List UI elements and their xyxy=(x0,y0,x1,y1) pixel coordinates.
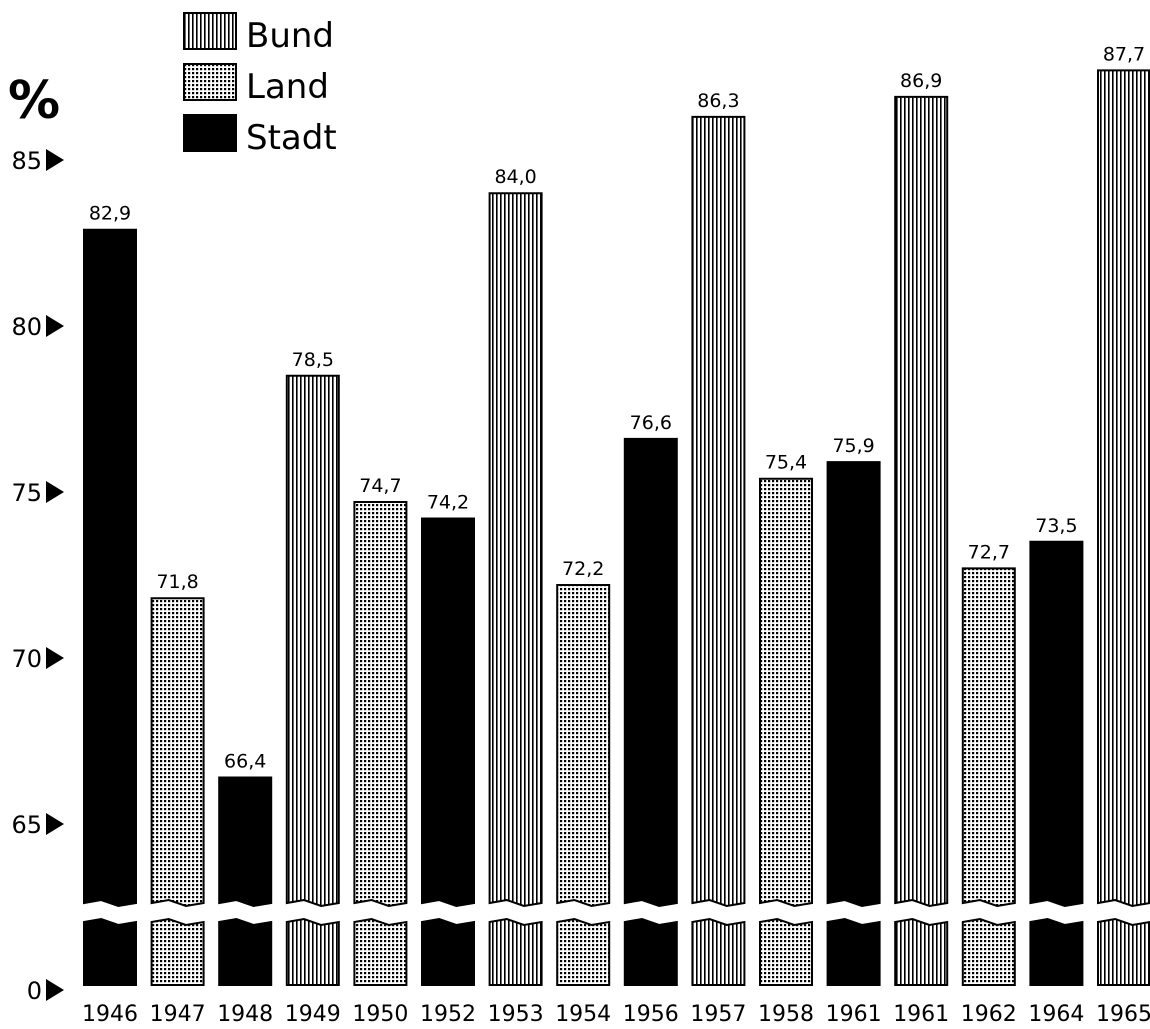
y-axis: 0 65 70 75 80 85 xyxy=(11,147,64,1005)
bar-series: 82,9 1946 71,8 1947 66,4 1948 78,5 1949 74,7 1950… xyxy=(82,43,1150,1027)
y-tick-label: 75 xyxy=(11,479,42,507)
bar-value-label: 82,9 xyxy=(89,203,131,225)
legend-label-bund: Bund xyxy=(246,16,334,56)
bar-stub-land-1958 xyxy=(759,917,813,986)
bar-value-label: 71,8 xyxy=(156,571,198,593)
bar-bund-1965 xyxy=(1097,69,1150,908)
x-tick-label: 1964 xyxy=(1028,1002,1084,1027)
y-tick-label: 85 xyxy=(11,147,42,175)
bar-land-1954 xyxy=(556,583,611,908)
legend-swatch-land xyxy=(183,63,237,101)
x-tick-label: 1961 xyxy=(826,1002,882,1027)
bar-stub-stadt-1948 xyxy=(218,917,273,986)
x-tick-label: 1965 xyxy=(1096,1002,1150,1027)
bar-value-label: 76,6 xyxy=(630,412,672,434)
x-tick-label: 1956 xyxy=(623,1002,679,1027)
bar-bund-1957 xyxy=(691,115,746,908)
y-tick-arrow-icon xyxy=(46,647,64,669)
bar-stub-bund-1949 xyxy=(285,917,340,986)
bar-stadt-1964 xyxy=(1029,540,1084,908)
bar-land-1962 xyxy=(961,567,1016,908)
bar-value-label: 72,2 xyxy=(562,558,604,580)
bar-bund-1949 xyxy=(285,374,340,908)
bar-stadt-1946 xyxy=(83,228,137,908)
x-tick-label: 1958 xyxy=(758,1002,814,1027)
bar-value-label: 75,9 xyxy=(832,435,874,457)
bar-value-label: 86,9 xyxy=(900,70,942,92)
bar-value-label: 72,7 xyxy=(968,541,1010,563)
x-tick-label: 1950 xyxy=(352,1002,408,1027)
y-unit-label: % xyxy=(8,71,60,131)
x-tick-label: 1949 xyxy=(285,1002,341,1027)
bar-stadt-1961 xyxy=(826,461,881,908)
x-tick-label: 1952 xyxy=(420,1002,476,1027)
y-tick-arrow-icon xyxy=(46,481,64,503)
bar-stub-bund-1965 xyxy=(1097,917,1150,986)
bar-land-1947 xyxy=(150,597,205,908)
x-tick-label: 1957 xyxy=(690,1002,746,1027)
bar-land-1950 xyxy=(353,500,408,908)
bar-value-label: 87,7 xyxy=(1103,43,1145,65)
x-tick-label: 1954 xyxy=(555,1002,611,1027)
x-tick-label: 1946 xyxy=(82,1002,138,1027)
y-tick-label: 0 xyxy=(27,977,42,1005)
bar-value-label: 74,7 xyxy=(359,475,401,497)
x-tick-label: 1961 xyxy=(893,1002,949,1027)
legend-swatch-stadt xyxy=(183,114,237,152)
bar-value-label: 75,4 xyxy=(765,452,807,474)
y-tick-arrow-icon xyxy=(46,149,64,171)
bar-stub-stadt-1956 xyxy=(623,917,678,986)
y-tick-label: 80 xyxy=(11,313,42,341)
x-tick-label: 1962 xyxy=(961,1002,1017,1027)
bar-stub-stadt-1964 xyxy=(1029,917,1084,986)
y-tick-arrow-icon xyxy=(46,315,64,337)
bar-bund-1953 xyxy=(488,192,543,908)
bar-stub-bund-1953 xyxy=(488,917,543,986)
bar-value-label: 84,0 xyxy=(494,166,536,188)
bar-stub-stadt-1946 xyxy=(83,917,137,986)
bar-stub-land-1962 xyxy=(961,917,1016,986)
y-tick-label: 65 xyxy=(11,811,42,839)
bar-stub-bund-1961 xyxy=(894,917,949,986)
bar-stub-land-1947 xyxy=(150,917,205,986)
y-tick-label: 70 xyxy=(11,645,42,673)
bar-stub-bund-1957 xyxy=(691,917,746,986)
legend-label-stadt: Stadt xyxy=(246,118,337,158)
bar-value-label: 86,3 xyxy=(697,90,739,112)
legend: Bund Land Stadt xyxy=(183,12,337,158)
bar-stadt-1948 xyxy=(218,776,273,908)
y-tick-arrow-icon xyxy=(46,813,64,835)
bar-land-1958 xyxy=(759,477,813,908)
bar-stub-land-1950 xyxy=(353,917,408,986)
bar-stub-stadt-1961 xyxy=(826,917,881,986)
bar-stub-stadt-1952 xyxy=(421,917,475,986)
bar-stadt-1956 xyxy=(623,437,678,908)
y-tick-arrow-icon xyxy=(46,979,64,1001)
bar-value-label: 78,5 xyxy=(292,349,334,371)
legend-label-land: Land xyxy=(246,67,329,107)
bar-value-label: 74,2 xyxy=(427,492,469,514)
x-tick-label: 1947 xyxy=(150,1002,206,1027)
bar-value-label: 66,4 xyxy=(224,751,266,773)
bar-value-label: 73,5 xyxy=(1035,515,1077,537)
bar-stadt-1952 xyxy=(421,517,475,908)
legend-swatch-bund xyxy=(183,12,237,50)
bar-bund-1961 xyxy=(894,95,949,908)
bar-stub-land-1954 xyxy=(556,917,611,986)
x-tick-label: 1948 xyxy=(217,1002,273,1027)
x-tick-label: 1953 xyxy=(488,1002,544,1027)
